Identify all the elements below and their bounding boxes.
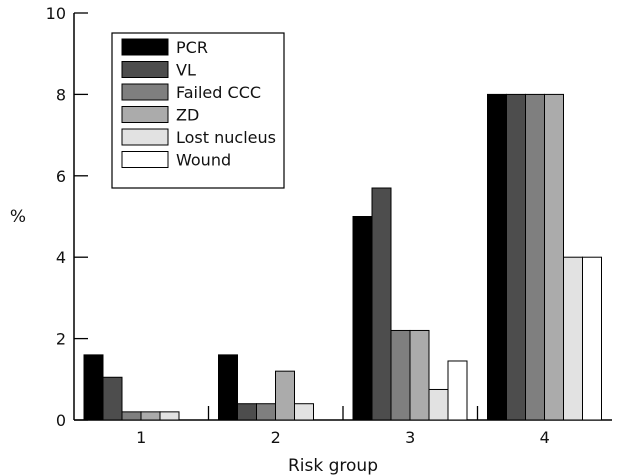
legend-swatch [121, 61, 169, 78]
bar-zd [409, 329, 430, 421]
x-ticks: 1 2 3 4 [136, 406, 550, 447]
bar-pcr [83, 354, 104, 421]
legend-label: Wound [176, 151, 231, 170]
legend: PCR VL Failed CCC ZD Lost nucleus Wound [111, 32, 285, 189]
y-tick-label: 8 [56, 85, 66, 104]
legend-label: Failed CCC [176, 83, 261, 102]
bar-zd [275, 370, 295, 421]
legend-swatch [121, 106, 169, 123]
legend-label: Lost nucleus [176, 128, 276, 147]
legend-label: ZD [176, 106, 199, 125]
y-tick-label: 6 [56, 167, 66, 186]
y-tick-label: 4 [56, 248, 66, 267]
legend-swatch [121, 151, 169, 168]
y-tick-label: 2 [56, 330, 66, 349]
bar-failed-ccc [525, 93, 545, 421]
y-tick-label: 0 [56, 411, 66, 430]
y-ticks: 0 2 4 6 8 10 [46, 4, 88, 430]
bar-pcr [218, 354, 238, 421]
bar-wound [582, 256, 602, 421]
bar-pcr [352, 216, 373, 421]
legend-swatch [121, 38, 169, 56]
bar-vl [237, 403, 257, 421]
x-tick-label: 1 [136, 428, 146, 447]
bar-lost-nucleus [294, 403, 314, 421]
legend-swatch [121, 128, 169, 146]
legend-label: VL [176, 61, 196, 80]
y-tick-label: 10 [46, 4, 66, 23]
bar-failed-ccc [256, 403, 276, 421]
legend-swatch [121, 83, 169, 101]
bar-pcr [487, 93, 507, 421]
legend-label: PCR [176, 38, 208, 57]
x-axis-title: Risk group [288, 456, 378, 476]
x-tick-label: 3 [405, 428, 415, 447]
x-tick-label: 4 [540, 428, 550, 447]
bar-lost-nucleus [563, 256, 583, 421]
bars [83, 93, 602, 421]
y-axis-title: % [10, 207, 26, 227]
bar-vl [506, 93, 526, 421]
x-tick-label: 2 [271, 428, 281, 447]
bar-lost-nucleus [159, 411, 180, 421]
bar-zd [140, 411, 161, 421]
bar-vl [371, 187, 392, 421]
bar-vl [102, 376, 123, 421]
bar-zd [544, 93, 564, 421]
bar-failed-ccc [121, 411, 142, 421]
bar-lost-nucleus [428, 388, 449, 421]
bar-failed-ccc [390, 329, 411, 421]
bar-wound [447, 360, 468, 421]
